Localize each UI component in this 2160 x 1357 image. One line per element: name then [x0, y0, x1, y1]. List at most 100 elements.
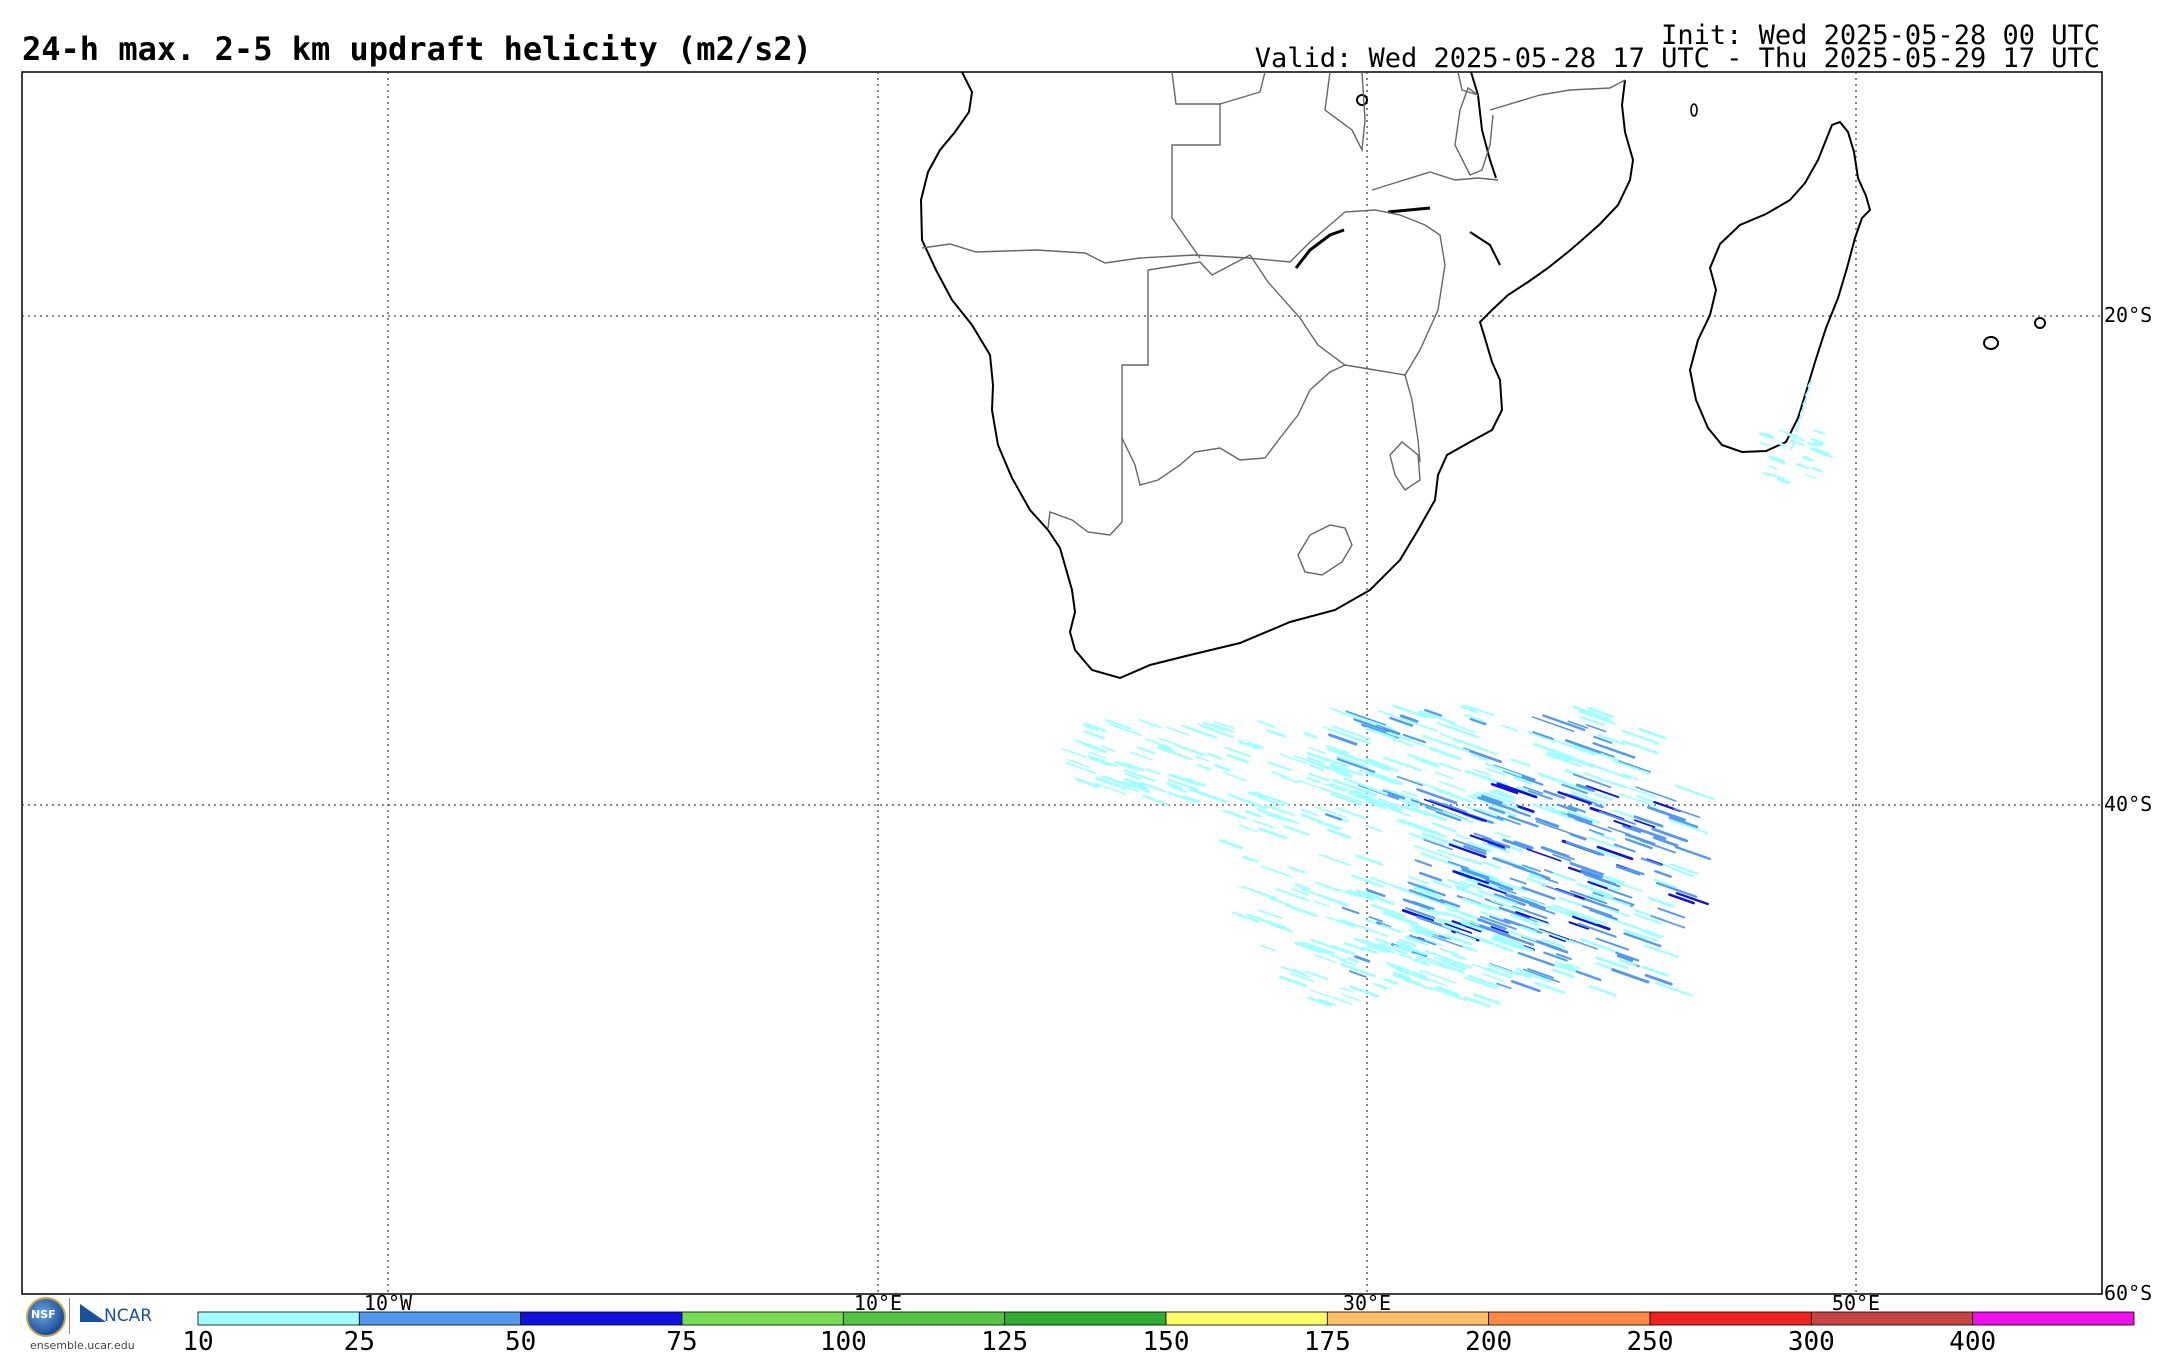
helicity-streak [1595, 961, 1615, 971]
helicity-streak [1195, 755, 1209, 762]
colorbar-label-50: 50 [505, 1327, 537, 1357]
helicity-streak [1492, 856, 1526, 871]
helicity-streak [1366, 800, 1387, 810]
helicity-streak [1675, 892, 1709, 906]
helicity-streak [1315, 881, 1340, 892]
helicity-streak [1668, 816, 1699, 829]
helicity-streak [1603, 915, 1642, 931]
helicity-streak [1348, 970, 1367, 978]
border-zambia-zimbabwe [1247, 209, 1441, 263]
helicity-streak [1167, 791, 1196, 803]
helicity-streak [1424, 938, 1444, 947]
helicity-streak [1455, 886, 1485, 899]
helicity-streak [1418, 931, 1439, 941]
helicity-streak [1138, 781, 1167, 793]
helicity-streak [1494, 831, 1511, 839]
helicity-streak [1246, 913, 1287, 929]
colorbar-bin-0 [197, 1311, 360, 1326]
helicity-streak [1811, 438, 1825, 445]
helicity-streak [1265, 812, 1286, 821]
helicity-streak [1640, 929, 1662, 939]
helicity-streak [1467, 841, 1493, 853]
colorbar-label-400: 400 [1949, 1327, 1997, 1357]
helicity-streak [1266, 729, 1287, 738]
helicity-streak [1540, 846, 1570, 859]
helicity-streak [1496, 782, 1538, 799]
colorbar-bin-9 [1649, 1311, 1812, 1326]
helicity-streak [1451, 920, 1482, 933]
helicity-streak [1469, 834, 1505, 849]
helicity-streak [1442, 960, 1467, 971]
helicity-streak [1489, 915, 1511, 925]
helicity-streak [1493, 893, 1526, 907]
helicity-streak [1398, 943, 1426, 956]
helicity-streak [1797, 415, 1803, 424]
helicity-streak [1382, 789, 1406, 800]
helicity-streak [1121, 781, 1151, 793]
border-namibia-botswana [1121, 270, 1149, 522]
helicity-streak [1430, 987, 1467, 1002]
helicity-streak [1451, 953, 1467, 961]
helicity-streak [1329, 763, 1364, 777]
helicity-streak [1377, 798, 1413, 812]
helicity-streak [1350, 874, 1384, 888]
lat-label-20s: 20°S [2104, 303, 2153, 327]
init-time: Init: Wed 2025-05-28 00 UTC [1661, 20, 2100, 51]
helicity-streak [1290, 888, 1310, 896]
helicity-streak [1466, 794, 1505, 810]
helicity-streak [1492, 789, 1512, 798]
helicity-streak [1510, 979, 1541, 993]
helicity-streak [1578, 913, 1608, 926]
helicity-streak [1258, 827, 1288, 840]
helicity-streak [1541, 876, 1559, 884]
helicity-streak [1572, 773, 1612, 789]
helicity-streak [1602, 874, 1625, 885]
helicity-streak [1513, 970, 1532, 979]
helicity-streak [1611, 968, 1650, 984]
helicity-streak [1545, 943, 1569, 954]
helicity-streak [1638, 727, 1667, 740]
helicity-streak [1454, 884, 1469, 891]
helicity-streak [1521, 864, 1542, 873]
helicity-streak [1486, 767, 1506, 776]
helicity-streak [1587, 878, 1621, 892]
helicity-streak [1474, 935, 1495, 945]
helicity-streak [1264, 804, 1295, 817]
helicity-streak [1075, 777, 1100, 789]
helicity-streak [1488, 806, 1506, 815]
helicity-streak [1310, 989, 1332, 998]
helicity-streak [1300, 941, 1336, 955]
helicity-streak [1592, 742, 1636, 759]
nsf-logo-icon [26, 1297, 66, 1337]
helicity-streak [1264, 810, 1300, 825]
helicity-streak [1543, 789, 1566, 800]
helicity-streak [1321, 787, 1364, 804]
helicity-streak [1572, 705, 1611, 721]
colorbar-label-100: 100 [819, 1327, 867, 1357]
helicity-streak [1326, 747, 1359, 761]
helicity-streak [1502, 838, 1532, 851]
helicity-streak [1481, 794, 1503, 805]
colorbar-bin-5 [1004, 1311, 1167, 1326]
helicity-streak [1182, 724, 1217, 739]
helicity-streak [1346, 957, 1360, 964]
helicity-streak [1599, 810, 1637, 826]
helicity-streak [1240, 885, 1278, 900]
helicity-streak [1280, 775, 1300, 784]
helicity-streak [1214, 721, 1235, 730]
helicity-streak [1572, 915, 1611, 931]
helicity-streak [1428, 746, 1462, 761]
helicity-streak [1647, 805, 1687, 822]
helicity-streak [1618, 760, 1651, 773]
helicity-streak [1423, 838, 1453, 851]
helicity-streak [1400, 717, 1438, 732]
helicity-streak [1482, 836, 1511, 849]
helicity-streak [1534, 928, 1568, 941]
helicity-streak [1318, 755, 1350, 768]
helicity-streak [1588, 829, 1605, 836]
helicity-streak [1320, 756, 1347, 768]
helicity-streak [1303, 731, 1318, 739]
helicity-streak [1374, 799, 1402, 811]
helicity-streak [1409, 934, 1437, 946]
helicity-streak [1564, 769, 1585, 778]
